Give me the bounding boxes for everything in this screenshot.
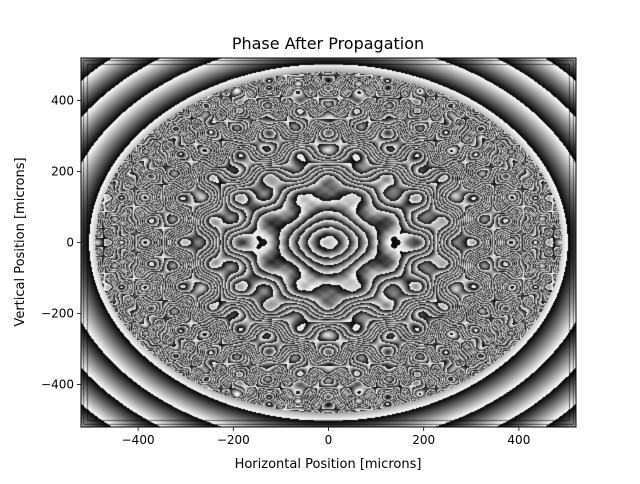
x-tick-label: 0 <box>325 433 333 447</box>
y-tick-label: −200 <box>41 306 74 320</box>
y-tick-label: 0 <box>66 236 74 250</box>
y-axis-ticks: −400 −200 0 200 400 <box>41 94 81 391</box>
x-tick-label: −400 <box>122 433 155 447</box>
x-axis-label: Horizontal Position [microns] <box>235 457 422 472</box>
chart-title: Phase After Propagation <box>232 34 424 53</box>
y-tick-label: 200 <box>51 165 74 179</box>
phase-heatmap <box>80 57 577 428</box>
x-axis-ticks: −400 −200 0 200 400 <box>122 427 530 447</box>
x-tick-label: 400 <box>507 433 530 447</box>
y-tick-label: 400 <box>51 94 74 108</box>
y-tick-label: −400 <box>41 377 74 391</box>
y-axis-label: Vertical Position [microns] <box>13 157 28 326</box>
x-tick-label: −200 <box>217 433 250 447</box>
x-tick-label: 200 <box>412 433 435 447</box>
heatmap-image <box>81 58 576 427</box>
